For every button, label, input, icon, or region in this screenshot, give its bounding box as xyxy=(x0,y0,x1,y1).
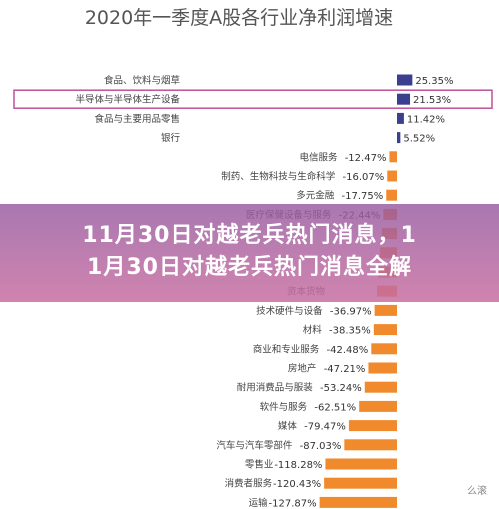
bar-19 xyxy=(344,439,397,451)
category-label: 制药、生物科技与生命科学 xyxy=(221,171,335,183)
category-label: 半导体与半导体生产设备 xyxy=(75,94,180,106)
category-label: 食品与主要用品零售 xyxy=(94,113,180,125)
banner-line-1: 11月30日对越老兵热门消息，1 xyxy=(82,223,417,248)
value-label: -53.24% xyxy=(320,383,362,394)
bar-12 xyxy=(374,304,397,316)
value-label: -47.21% xyxy=(324,364,366,375)
category-label: 耐用消费品与服装 xyxy=(237,382,314,394)
watermark: 么滚 xyxy=(467,486,487,497)
value-label: -12.47% xyxy=(345,153,387,164)
category-label: 食品、饮料与烟草 xyxy=(104,75,180,87)
bar-16 xyxy=(364,381,397,393)
category-label: 商业和专业服务 xyxy=(253,343,320,355)
bar-6 xyxy=(386,189,397,201)
bar-22 xyxy=(319,496,397,508)
value-label: 21.53% xyxy=(413,95,451,106)
highlight-box xyxy=(13,89,493,109)
chart-title: 2020年一季度A股各行业净利润增速 xyxy=(85,7,393,29)
banner-line-2: 1月30日对越老兵热门消息全解 xyxy=(87,255,412,280)
value-label: 25.35% xyxy=(415,76,453,87)
bar-4 xyxy=(389,151,397,163)
value-label: -127.87% xyxy=(269,498,317,509)
value-label: -16.07% xyxy=(343,172,385,183)
value-label: -36.97% xyxy=(330,306,372,317)
category-label: 消费者服务 xyxy=(225,478,273,490)
overlay-banner xyxy=(0,204,499,302)
category-label: 技术硬件与设备 xyxy=(256,305,323,317)
value-label: -42.48% xyxy=(327,345,369,356)
bar-20 xyxy=(325,458,397,470)
bar-0 xyxy=(397,74,413,86)
value-label: -118.28% xyxy=(274,460,322,471)
bar-21 xyxy=(324,477,397,489)
category-label: 汽车与汽车零部件 xyxy=(216,439,293,451)
category-label: 房地产 xyxy=(288,363,317,375)
category-label: 软件与服务 xyxy=(260,401,308,413)
value-label: -120.43% xyxy=(273,479,321,490)
bar-5 xyxy=(387,170,397,182)
bar-14 xyxy=(371,343,397,355)
bar-2 xyxy=(397,112,404,124)
value-label: -62.51% xyxy=(314,402,356,413)
bar-3 xyxy=(397,132,401,144)
category-label: 银行 xyxy=(161,132,181,144)
value-label: 5.52% xyxy=(403,134,435,145)
category-label: 多元金融 xyxy=(296,190,335,202)
category-label: 材料 xyxy=(303,324,323,336)
value-label: -79.47% xyxy=(304,422,346,433)
value-label: 11.42% xyxy=(407,114,445,125)
value-label: -87.03% xyxy=(300,441,342,452)
value-label: -38.35% xyxy=(329,326,371,337)
value-label: -17.75% xyxy=(342,191,384,202)
category-label: 运输 xyxy=(249,497,269,509)
bar-17 xyxy=(359,400,397,412)
category-label: 电信服务 xyxy=(299,151,338,163)
category-label: 零售业 xyxy=(245,459,274,471)
bar-1 xyxy=(397,93,411,105)
overlay-banner-text: 11月30日对越老兵热门消息，1 1月30日对越老兵热门消息全解 xyxy=(0,220,499,284)
bar-18 xyxy=(348,420,397,432)
category-label: 媒体 xyxy=(278,420,298,432)
bar-15 xyxy=(368,362,397,374)
bar-13 xyxy=(373,324,397,336)
